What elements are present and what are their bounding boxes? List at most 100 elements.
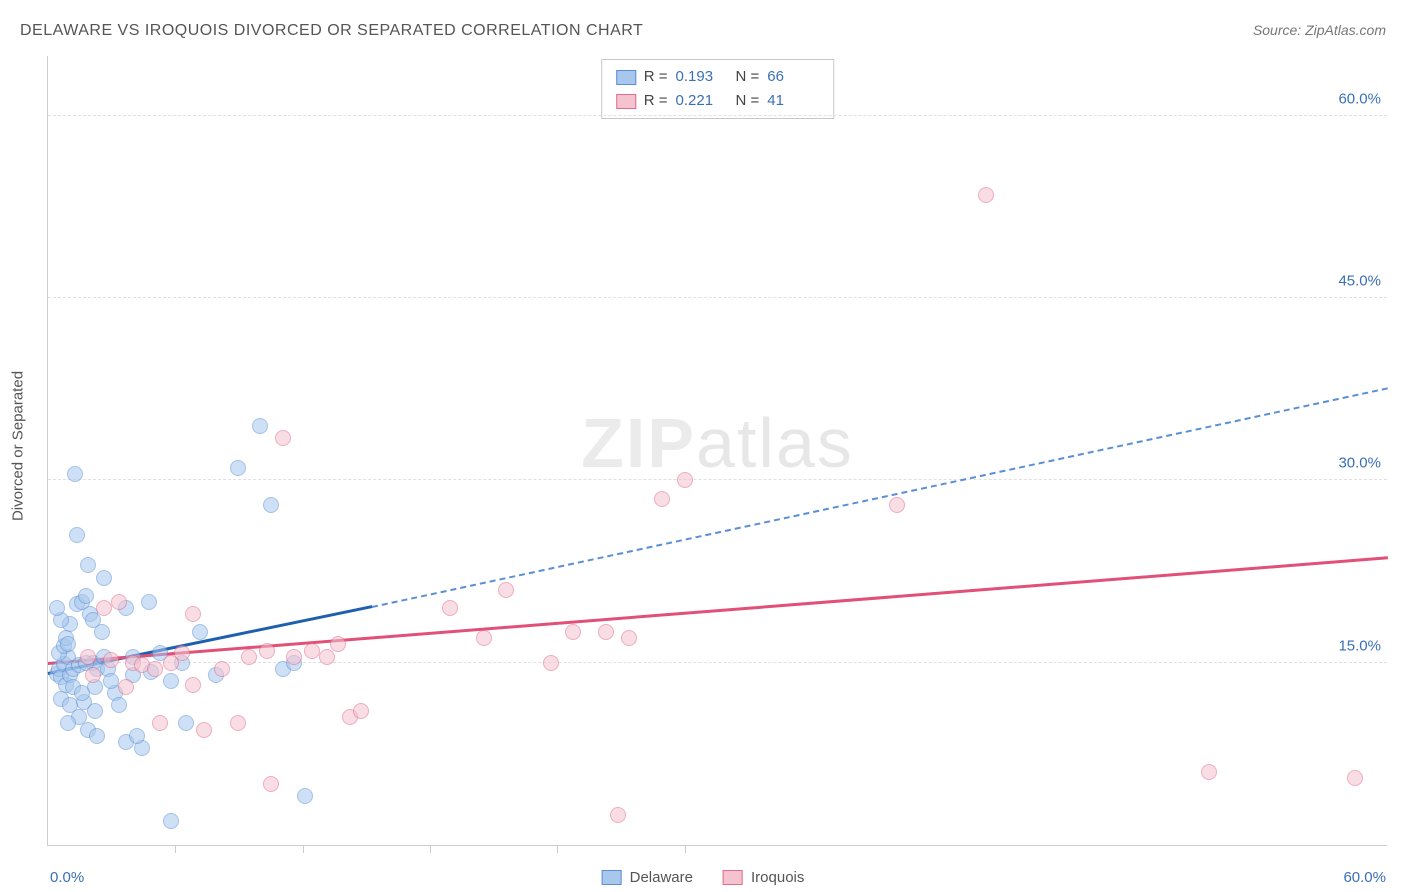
data-point [476, 630, 492, 646]
data-point [543, 655, 559, 671]
legend-label: Iroquois [751, 869, 804, 886]
n-label: N = [736, 89, 760, 113]
data-point [69, 527, 85, 543]
legend-row: R = 0.221 N = 41 [616, 89, 820, 113]
gridline [48, 479, 1387, 480]
y-tick-label: 60.0% [1338, 90, 1381, 107]
chart-title: DELAWARE VS IROQUOIS DIVORCED OR SEPARAT… [20, 22, 643, 40]
data-point [442, 600, 458, 616]
data-point [174, 645, 190, 661]
x-tick [430, 845, 431, 853]
data-point [129, 728, 145, 744]
data-point [80, 649, 96, 665]
scatter-plot-area: ZIPatlas R = 0.193 N = 66 R = 0.221 N = 41 15.0… [47, 56, 1387, 846]
data-point [49, 600, 65, 616]
legend-row: R = 0.193 N = 66 [616, 65, 820, 89]
x-tick [175, 845, 176, 853]
data-point [118, 679, 134, 695]
legend-swatch [616, 94, 636, 109]
data-point [304, 643, 320, 659]
data-point [196, 722, 212, 738]
data-point [598, 624, 614, 640]
r-value: 0.193 [676, 65, 728, 89]
x-tick [303, 845, 304, 853]
data-point [565, 624, 581, 640]
data-point [103, 673, 119, 689]
data-point [263, 776, 279, 792]
data-point [1201, 764, 1217, 780]
watermark: ZIPatlas [581, 403, 854, 483]
data-point [230, 715, 246, 731]
data-point [610, 807, 626, 823]
n-label: N = [736, 65, 760, 89]
data-point [353, 703, 369, 719]
data-point [654, 491, 670, 507]
source-attribution: Source: ZipAtlas.com [1253, 22, 1386, 38]
x-axis-start-label: 0.0% [50, 869, 84, 886]
data-point [185, 606, 201, 622]
data-point [163, 673, 179, 689]
data-point [889, 497, 905, 513]
y-tick-label: 15.0% [1338, 637, 1381, 654]
data-point [214, 661, 230, 677]
data-point [677, 472, 693, 488]
data-point [60, 715, 76, 731]
data-point [230, 460, 246, 476]
data-point [252, 418, 268, 434]
data-point [263, 497, 279, 513]
y-tick-label: 30.0% [1338, 455, 1381, 472]
legend-swatch [723, 870, 743, 885]
data-point [330, 636, 346, 652]
data-point [103, 652, 119, 668]
data-point [141, 594, 157, 610]
data-point [67, 466, 83, 482]
data-point [111, 697, 127, 713]
series-legend: Delaware Iroquois [602, 869, 805, 886]
data-point [96, 600, 112, 616]
data-point [89, 728, 105, 744]
legend-swatch [616, 70, 636, 85]
data-point [147, 661, 163, 677]
gridline [48, 297, 1387, 298]
r-label: R = [644, 65, 668, 89]
correlation-legend: R = 0.193 N = 66 R = 0.221 N = 41 [601, 59, 835, 119]
data-point [94, 624, 110, 640]
data-point [192, 624, 208, 640]
x-axis-end-label: 60.0% [1343, 869, 1386, 886]
data-point [87, 703, 103, 719]
data-point [185, 677, 201, 693]
x-tick [685, 845, 686, 853]
data-point [74, 685, 90, 701]
data-point [96, 570, 112, 586]
data-point [163, 813, 179, 829]
data-point [111, 594, 127, 610]
n-value: 41 [767, 89, 819, 113]
data-point [78, 588, 94, 604]
data-point [978, 187, 994, 203]
data-point [297, 788, 313, 804]
n-value: 66 [767, 65, 819, 89]
data-point [178, 715, 194, 731]
data-point [621, 630, 637, 646]
data-point [275, 430, 291, 446]
x-tick [557, 845, 558, 853]
data-point [241, 649, 257, 665]
r-value: 0.221 [676, 89, 728, 113]
gridline [48, 115, 1387, 116]
y-tick-label: 45.0% [1338, 273, 1381, 290]
data-point [286, 649, 302, 665]
legend-item: Delaware [602, 869, 693, 886]
legend-label: Delaware [630, 869, 693, 886]
trend-line [372, 387, 1389, 608]
legend-swatch [602, 870, 622, 885]
y-axis-label: Divorced or Separated [10, 371, 27, 521]
data-point [1347, 770, 1363, 786]
data-point [60, 636, 76, 652]
r-label: R = [644, 89, 668, 113]
data-point [80, 557, 96, 573]
data-point [85, 667, 101, 683]
data-point [498, 582, 514, 598]
data-point [259, 643, 275, 659]
legend-item: Iroquois [723, 869, 804, 886]
data-point [152, 715, 168, 731]
